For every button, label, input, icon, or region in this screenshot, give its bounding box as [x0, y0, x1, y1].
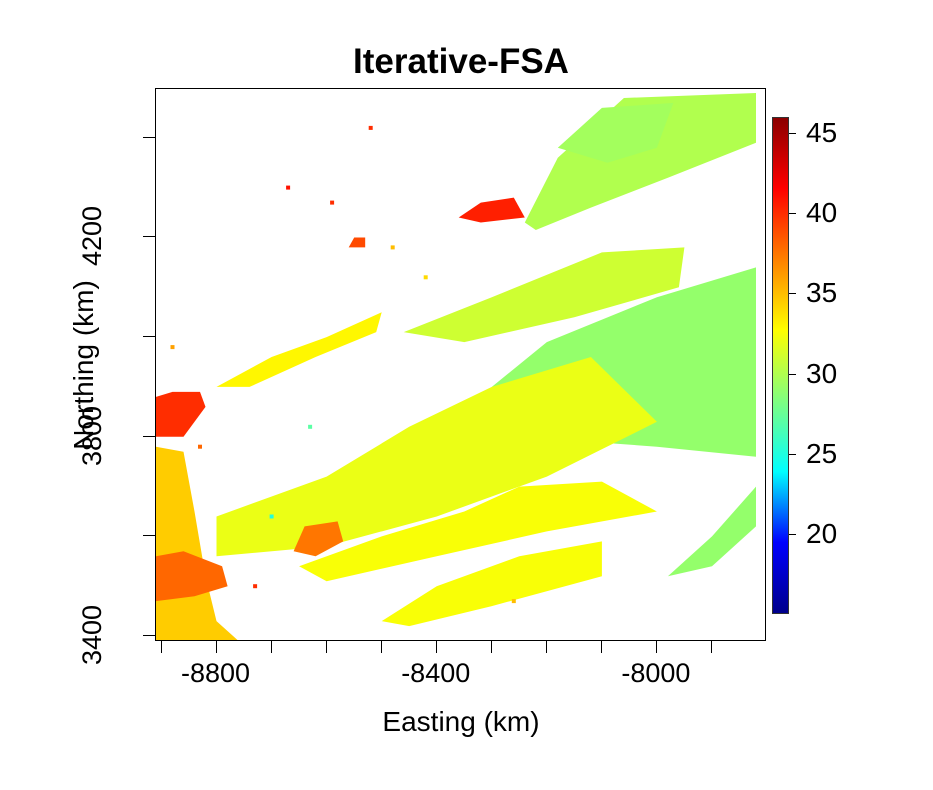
heat-region-15: [216, 312, 382, 387]
y-tick: [143, 435, 155, 437]
colorbar-tick: [789, 133, 796, 135]
heat-region-10: [156, 391, 206, 437]
y-tick-label: 3400: [77, 604, 107, 666]
x-tick: [490, 641, 492, 653]
x-axis-title: Easting (km): [382, 706, 540, 737]
heat-speckle-12: [170, 345, 175, 350]
x-tick: [380, 641, 382, 653]
heat-speckle-2: [330, 200, 335, 205]
x-tick: [160, 641, 162, 653]
colorbar-tick-label: 20: [806, 517, 838, 549]
x-tick: [325, 641, 327, 653]
y-tick: [143, 635, 155, 637]
colorbar-tick: [789, 533, 796, 535]
y-tick: [143, 535, 155, 537]
x-tick: [435, 641, 437, 653]
colorbar-tick: [789, 373, 796, 375]
map-panel: [155, 88, 766, 641]
heatmap-layer: [156, 93, 756, 640]
heat-region-8: [667, 486, 756, 577]
colorbar-tick: [789, 453, 796, 455]
colorbar-tick-label: 45: [806, 117, 838, 149]
heat-speckle-8: [269, 514, 274, 519]
heat-region-1: [524, 93, 756, 230]
colorbar-tick-label: 35: [806, 277, 838, 309]
colorbar-tick: [789, 293, 796, 295]
x-tick: [655, 641, 657, 653]
x-tick: [270, 641, 272, 653]
x-tick: [600, 641, 602, 653]
x-tick-label: -8800: [181, 658, 251, 688]
colorbar-tick: [789, 213, 796, 215]
heat-region-6: [299, 481, 657, 582]
heat-speckle-10: [390, 245, 395, 250]
heat-region-13: [458, 197, 525, 223]
heat-region-2: [557, 102, 674, 163]
heat-speckle-1: [286, 185, 291, 190]
colorbar-tick-label: 25: [806, 437, 838, 469]
x-tick: [545, 641, 547, 653]
heat-speckle-9: [308, 424, 313, 429]
colorbar-tick-label: 40: [806, 197, 838, 229]
heat-region-14: [348, 237, 366, 248]
heat-region-12: [293, 521, 344, 557]
heat-speckle-5: [423, 275, 428, 280]
y-axis-title: Northing (km): [68, 280, 99, 450]
x-tick-label: -8400: [401, 658, 471, 688]
heat-region-11: [156, 551, 228, 602]
y-tick: [143, 236, 155, 238]
heat-region-5: [216, 357, 657, 557]
heat-speckle-6: [198, 444, 202, 449]
x-tick: [215, 641, 217, 653]
colorbar-tick-label: 30: [806, 357, 838, 389]
y-tick: [143, 136, 155, 138]
heat-region-3: [403, 247, 685, 343]
heat-speckle-3: [368, 125, 373, 130]
y-tick: [143, 336, 155, 338]
plot-title: Iterative-FSA: [353, 42, 569, 81]
x-tick: [710, 641, 712, 653]
heat-speckle-4: [253, 584, 258, 589]
colorbar: [772, 117, 789, 614]
heat-speckle-11: [511, 599, 516, 604]
x-tick-label: -8000: [621, 658, 691, 688]
heat-region-7: [381, 541, 602, 627]
